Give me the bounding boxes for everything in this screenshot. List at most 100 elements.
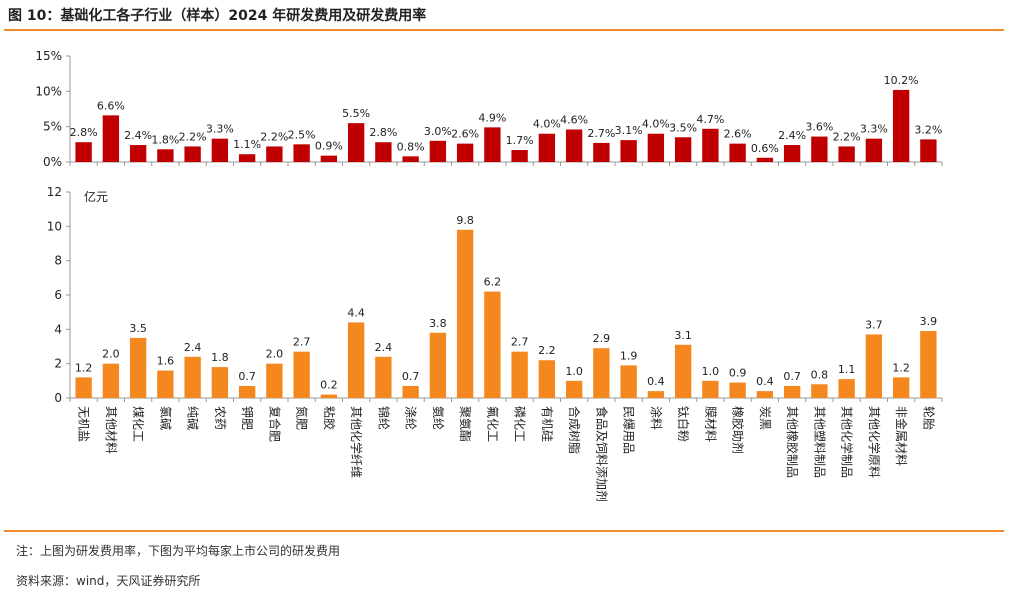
amount-bar xyxy=(838,379,855,398)
amount-bar xyxy=(157,370,174,398)
amount-bar xyxy=(429,332,447,398)
category-label: 其他橡胶制品 xyxy=(785,406,800,478)
rate-bar xyxy=(647,133,665,162)
rate-bar xyxy=(347,123,365,162)
rate-bar xyxy=(184,146,201,162)
category-label: 氮肥 xyxy=(295,406,310,430)
rate-y-tick-label: 5% xyxy=(43,120,62,134)
rate-data-label: 2.8% xyxy=(70,126,98,139)
rate-data-label: 1.7% xyxy=(506,134,534,147)
amount-data-label: 2.7 xyxy=(293,336,311,349)
rate-bar xyxy=(565,129,583,162)
rate-bar xyxy=(75,142,92,162)
amount-bar xyxy=(674,344,692,398)
category-label: 非金属材料 xyxy=(894,406,909,466)
rate-bar xyxy=(838,146,855,162)
rate-data-label: 3.0% xyxy=(424,125,452,138)
rate-chart: 0%5%10%15%2.8%6.6%2.4% 1.8% 2.2%3.3%1.1%2.… xyxy=(35,49,943,169)
rate-data-label: 3.3% xyxy=(206,123,234,136)
amount-data-label: 1.0 xyxy=(702,365,720,378)
amount-bar xyxy=(511,351,528,398)
category-label: 聚氨酯 xyxy=(458,406,472,442)
amount-y-tick-label: 4 xyxy=(54,322,62,336)
category-label: 膜材料 xyxy=(703,406,717,442)
amount-bar xyxy=(920,331,937,398)
amount-bar xyxy=(647,391,665,398)
rate-data-label: 2.4% xyxy=(124,129,152,142)
amount-data-label: 2.4 xyxy=(375,341,393,354)
amount-bar xyxy=(702,380,719,398)
amount-bar xyxy=(565,380,583,398)
bottom-rule xyxy=(4,530,1004,532)
rate-bar xyxy=(129,145,147,162)
amount-bar xyxy=(129,337,147,398)
amount-y-tick-label: 6 xyxy=(54,288,62,302)
amount-data-label: 2.2 xyxy=(538,344,556,357)
chart-note: 注：上图为研发费用率，下图为平均每家上市公司的研发费用 xyxy=(16,544,341,558)
category-label: 食品及饲料添加剂 xyxy=(594,406,609,502)
amount-chart: 0 2 4 6 8 10 12 亿元 1.2 2.0 3.5 1.6 2.4 1.8 0.7 2.0 2.7 0.… xyxy=(47,185,943,405)
rate-data-label: 4.0% xyxy=(642,118,670,131)
category-label: 氟化工 xyxy=(485,406,499,442)
amount-bar xyxy=(211,367,229,398)
rate-bar xyxy=(402,156,419,162)
rate-data-label: 6.6% xyxy=(97,99,125,112)
rate-y-tick-label: 15% xyxy=(35,49,62,63)
rate-bar xyxy=(511,149,528,162)
amount-data-label: 0.7 xyxy=(238,370,256,383)
rate-data-label: 2.6% xyxy=(451,128,479,141)
top-rule xyxy=(4,29,1004,31)
amount-data-label: 2.7 xyxy=(511,336,529,349)
category-label: 其他化学制品 xyxy=(840,406,855,478)
rate-data-label: 3.1% xyxy=(615,124,643,137)
amount-bar xyxy=(620,365,637,398)
rate-y-tick-label: 0% xyxy=(43,155,62,169)
category-label: 炭黑 xyxy=(758,406,772,430)
amount-y-tick-label: 2 xyxy=(54,357,62,371)
amount-data-label: 0.7 xyxy=(402,370,420,383)
amount-y-tick-label: 12 xyxy=(47,185,62,199)
amount-bar xyxy=(456,229,474,398)
amount-data-label: 1.8 xyxy=(211,351,229,364)
amount-y-tick-label: 10 xyxy=(47,219,62,233)
rate-bar xyxy=(211,138,229,162)
amount-bar xyxy=(593,348,610,398)
category-label: 钾肥 xyxy=(240,406,254,430)
rate-bar xyxy=(456,143,474,162)
rate-bar xyxy=(375,142,392,162)
category-label: 氨纶 xyxy=(431,406,445,430)
rate-bar xyxy=(674,137,692,162)
rate-data-label: 2.8% xyxy=(369,126,397,139)
rate-bar xyxy=(102,115,120,162)
category-label: 氯碱 xyxy=(158,406,172,430)
amount-data-label: 3.8 xyxy=(429,317,447,330)
category-label: 有机硅 xyxy=(540,406,554,442)
amount-data-label: 3.1 xyxy=(674,329,692,342)
amount-bar xyxy=(320,394,338,398)
amount-bar xyxy=(892,377,910,398)
amount-bar xyxy=(783,385,801,398)
amount-data-label: 0.8 xyxy=(811,368,829,381)
category-label: 轮胎 xyxy=(921,406,935,430)
amount-data-label: 3.9 xyxy=(920,315,938,328)
rate-data-label: 3.6% xyxy=(805,121,833,134)
figure-title: 图 10：基础化工各子行业（样本）2024 年研发费用及研发费用率 xyxy=(8,8,427,24)
rate-data-label: 0.8% xyxy=(397,140,425,153)
amount-data-label: 0.4 xyxy=(756,375,774,388)
amount-data-label: 9.8 xyxy=(456,214,474,227)
rate-bar xyxy=(811,136,828,162)
rate-data-label: 4.0% xyxy=(533,118,561,131)
amount-bar xyxy=(375,356,392,398)
category-label: 纯碱 xyxy=(186,406,200,430)
amount-bar xyxy=(402,385,419,398)
rate-bar xyxy=(293,144,310,162)
category-label: 农药 xyxy=(213,406,227,430)
amount-bar xyxy=(538,360,556,398)
amount-y-tick-label: 0 xyxy=(54,391,62,405)
amount-data-label: 6.2 xyxy=(484,276,502,289)
chart-source: 资料来源：wind，天风证券研究所 xyxy=(16,574,201,588)
category-label: 民爆用品 xyxy=(622,406,636,454)
amount-data-label: 1.2 xyxy=(892,361,910,374)
category-label: 无机盐 xyxy=(77,406,91,442)
rate-data-label: 2.2% xyxy=(179,130,207,143)
